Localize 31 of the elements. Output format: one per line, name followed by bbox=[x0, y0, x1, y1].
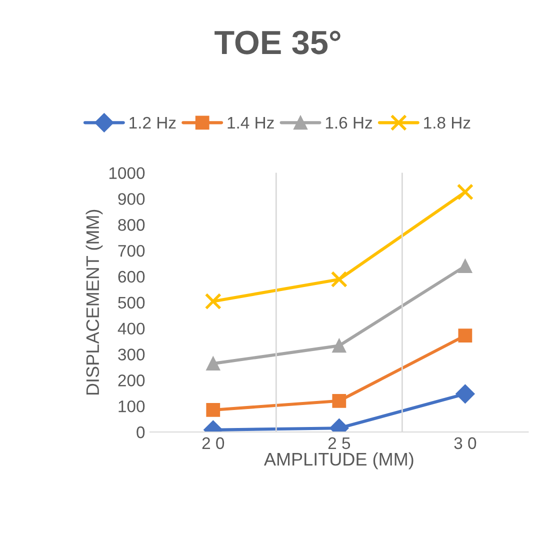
x-axis-title: AMPLITUDE (MM) bbox=[264, 452, 414, 470]
point bbox=[330, 270, 348, 288]
x-tick-label: 2 5 bbox=[328, 437, 350, 450]
y-tick-label: 400 bbox=[118, 322, 145, 335]
y-tick-label: 200 bbox=[118, 374, 145, 386]
y-axis-title: DISPLACEMENT (MM) bbox=[86, 210, 103, 395]
y-tick-label: 700 bbox=[118, 244, 145, 257]
x-tick-label: 2 0 bbox=[202, 437, 224, 450]
legend-label: 1.6 Hz bbox=[326, 116, 372, 129]
y-tick-label: 300 bbox=[118, 348, 145, 360]
chart-title: TOE 35° bbox=[214, 30, 340, 54]
point bbox=[332, 338, 346, 353]
point bbox=[332, 394, 346, 408]
x-tick-label: 3 0 bbox=[454, 437, 476, 450]
point bbox=[204, 293, 222, 310]
y-tick-label: 900 bbox=[118, 193, 145, 205]
legend-label: 1.8 Hz bbox=[424, 116, 470, 129]
y-tick-label: 800 bbox=[118, 219, 145, 231]
y-tick-label: 1000 bbox=[109, 167, 145, 180]
point bbox=[458, 328, 472, 343]
point bbox=[206, 403, 220, 417]
point bbox=[456, 384, 475, 404]
point bbox=[458, 259, 472, 274]
point bbox=[206, 356, 220, 371]
y-tick-label: 500 bbox=[118, 296, 145, 309]
legend-label: 1.2 Hz bbox=[130, 116, 176, 129]
y-tick-label: 0 bbox=[136, 426, 145, 438]
legend-label: 1.4 Hz bbox=[228, 117, 274, 129]
point bbox=[456, 184, 474, 200]
y-tick-label: 600 bbox=[118, 270, 145, 283]
y-tick-label: 100 bbox=[118, 400, 145, 412]
